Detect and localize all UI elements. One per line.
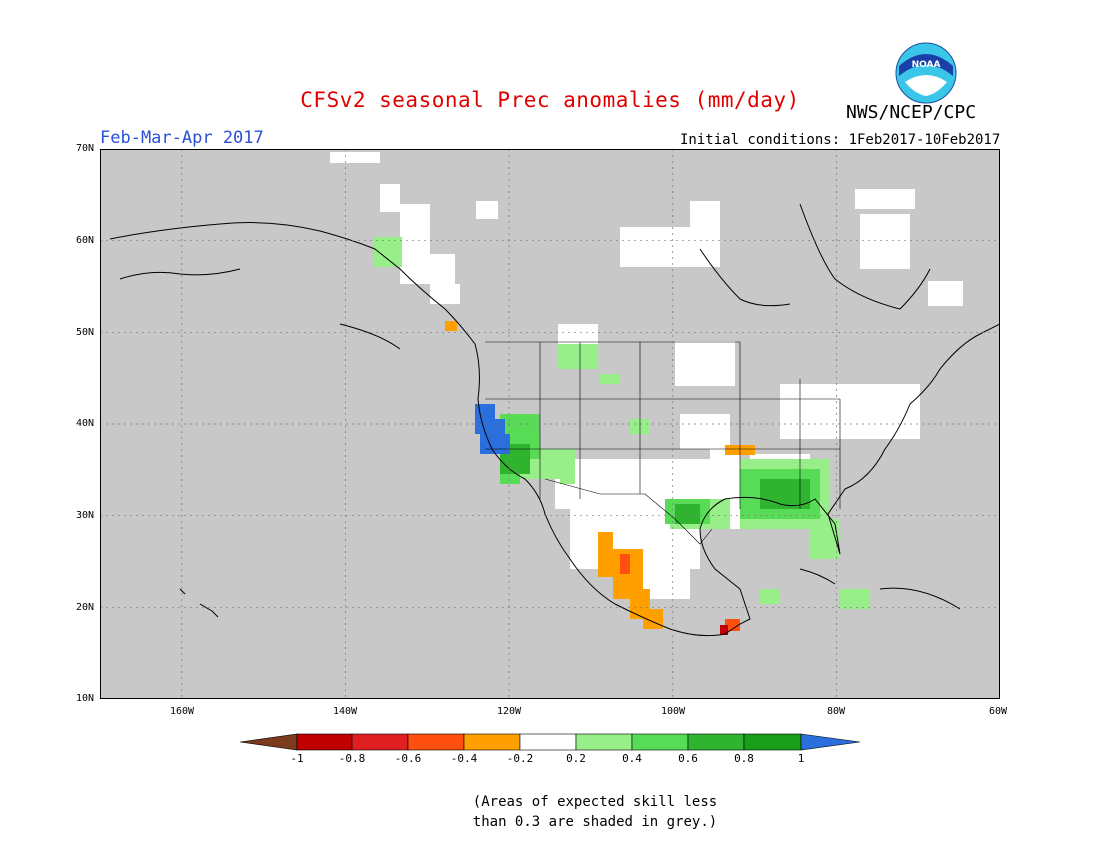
lat-label-20n: 20N — [75, 602, 94, 613]
lat-label-40n: 40N — [75, 418, 94, 429]
organization-label: NWS/NCEP/CPC — [846, 102, 977, 123]
map-gridlines — [100, 149, 1000, 699]
colorbar-below-min — [239, 733, 298, 751]
lat-label-30n: 30N — [75, 510, 94, 521]
coastlines — [109, 203, 1000, 637]
noaa-logo: NOAA — [895, 42, 957, 104]
colorbar-label: 1 — [797, 752, 805, 765]
lon-label-120w: 120W — [496, 706, 522, 717]
colorbar-label: 0.2 — [566, 752, 586, 765]
lon-label-60w: 60W — [988, 706, 1008, 717]
colorbar-label: 0.8 — [734, 752, 754, 765]
colorbar-label: -0.2 — [506, 752, 534, 765]
colorbar-label: -0.8 — [338, 752, 366, 765]
colorbar — [239, 733, 861, 751]
colorbar-above-max — [800, 733, 861, 751]
footnote-line-2: than 0.3 are shaded in grey.) — [472, 814, 718, 830]
colorbar-label: -0.6 — [394, 752, 422, 765]
noaa-logo-text: NOAA — [912, 60, 941, 70]
footnote-line-1: (Areas of expected skill less — [472, 794, 718, 810]
colorbar-label: -0.4 — [450, 752, 478, 765]
colorbar-label: 0.4 — [622, 752, 642, 765]
lat-label-10n: 10N — [75, 693, 94, 704]
chart-title: CFSv2 seasonal Prec anomalies (mm/day) — [300, 88, 800, 112]
lon-label-140w: 140W — [332, 706, 358, 717]
colorbar-label: 0.6 — [678, 752, 698, 765]
borders — [485, 341, 841, 545]
lon-label-160w: 160W — [169, 706, 195, 717]
lon-label-100w: 100W — [660, 706, 686, 717]
precip-anomaly-map — [100, 149, 1000, 699]
season-label: Feb-Mar-Apr 2017 — [100, 128, 264, 148]
colorbar-label: -1 — [290, 752, 304, 765]
lon-label-80w: 80W — [826, 706, 846, 717]
initial-conditions-label: Initial conditions: 1Feb2017-10Feb2017 — [680, 132, 1001, 148]
lat-label-50n: 50N — [75, 327, 94, 338]
lat-label-70n: 70N — [75, 143, 94, 154]
lat-label-60n: 60N — [75, 235, 94, 246]
